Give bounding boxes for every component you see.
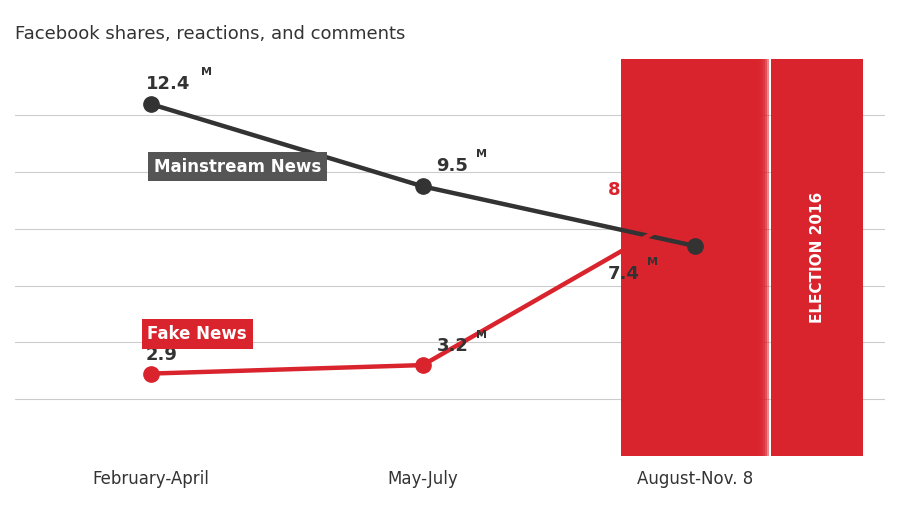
Bar xyxy=(621,58,691,456)
Bar xyxy=(622,58,700,456)
Bar xyxy=(622,58,717,456)
Bar xyxy=(621,58,659,456)
Bar xyxy=(622,58,763,456)
Text: M: M xyxy=(185,338,196,348)
Bar xyxy=(621,58,668,456)
Text: M: M xyxy=(647,257,659,267)
Bar xyxy=(621,58,634,456)
Bar xyxy=(622,58,746,456)
Bar xyxy=(621,58,676,456)
Bar xyxy=(621,58,695,456)
Bar xyxy=(621,58,626,456)
Text: M: M xyxy=(476,149,487,160)
Bar xyxy=(621,58,680,456)
Text: Mainstream News: Mainstream News xyxy=(154,157,321,175)
Bar xyxy=(621,58,687,456)
Bar xyxy=(621,58,657,456)
Bar xyxy=(622,58,733,456)
Text: M: M xyxy=(476,329,487,340)
Bar xyxy=(622,58,734,456)
Bar xyxy=(622,58,760,456)
Bar xyxy=(622,58,727,456)
Bar xyxy=(622,58,714,456)
Bar xyxy=(770,58,863,456)
Bar xyxy=(622,58,706,456)
Text: 12.4: 12.4 xyxy=(146,75,190,93)
Bar xyxy=(621,58,649,456)
Bar xyxy=(621,58,635,456)
Text: 2.9: 2.9 xyxy=(146,346,177,364)
Bar xyxy=(621,58,645,456)
Bar xyxy=(622,58,769,456)
Bar xyxy=(622,58,708,456)
Bar xyxy=(621,58,683,456)
Bar xyxy=(621,58,664,456)
Bar xyxy=(621,58,652,456)
Bar xyxy=(622,58,739,456)
Text: M: M xyxy=(201,67,212,77)
Bar xyxy=(621,58,693,456)
Bar xyxy=(621,58,689,456)
Bar xyxy=(621,58,678,456)
Bar xyxy=(621,58,662,456)
Bar xyxy=(621,58,666,456)
Bar xyxy=(621,58,637,456)
Bar xyxy=(622,58,731,456)
Bar xyxy=(622,58,758,456)
Bar xyxy=(622,58,753,456)
Bar xyxy=(622,58,741,456)
Bar xyxy=(622,58,744,456)
Bar xyxy=(621,58,632,456)
Bar xyxy=(621,58,651,456)
Bar xyxy=(621,58,644,456)
Bar xyxy=(621,58,642,456)
Bar xyxy=(622,58,752,456)
Bar xyxy=(622,58,729,456)
Bar xyxy=(621,58,640,456)
Bar xyxy=(622,58,716,456)
Bar xyxy=(622,58,698,456)
Bar xyxy=(621,58,681,456)
Bar xyxy=(621,58,697,456)
Bar xyxy=(621,58,685,456)
Bar xyxy=(622,58,761,456)
Bar xyxy=(621,58,630,456)
Bar xyxy=(621,58,654,456)
Bar xyxy=(622,58,704,456)
Text: 3.2: 3.2 xyxy=(436,337,468,355)
Bar xyxy=(622,58,750,456)
Bar xyxy=(621,58,670,456)
Text: Facebook shares, reactions, and comments: Facebook shares, reactions, and comments xyxy=(15,25,405,43)
Text: 9.5: 9.5 xyxy=(436,157,468,175)
Bar xyxy=(621,58,628,456)
Bar xyxy=(622,58,721,456)
Bar xyxy=(620,58,623,456)
Text: 8.7: 8.7 xyxy=(608,181,640,199)
Bar xyxy=(622,58,724,456)
Text: ELECTION 2016: ELECTION 2016 xyxy=(809,192,824,323)
Bar xyxy=(622,58,756,456)
Bar xyxy=(622,58,748,456)
Bar xyxy=(622,58,725,456)
Text: Fake News: Fake News xyxy=(148,325,247,343)
Text: 7.4: 7.4 xyxy=(608,265,640,283)
Bar xyxy=(620,58,625,456)
Bar xyxy=(622,58,767,456)
Bar xyxy=(618,58,620,456)
Bar xyxy=(621,58,647,456)
Bar xyxy=(621,58,671,456)
Bar xyxy=(622,58,712,456)
Bar xyxy=(622,58,702,456)
Text: M: M xyxy=(648,173,659,184)
Bar xyxy=(621,58,661,456)
Bar xyxy=(621,58,674,456)
Bar xyxy=(622,58,765,456)
Bar xyxy=(622,58,736,456)
Bar xyxy=(622,58,719,456)
Bar xyxy=(622,58,742,456)
Bar xyxy=(622,58,710,456)
